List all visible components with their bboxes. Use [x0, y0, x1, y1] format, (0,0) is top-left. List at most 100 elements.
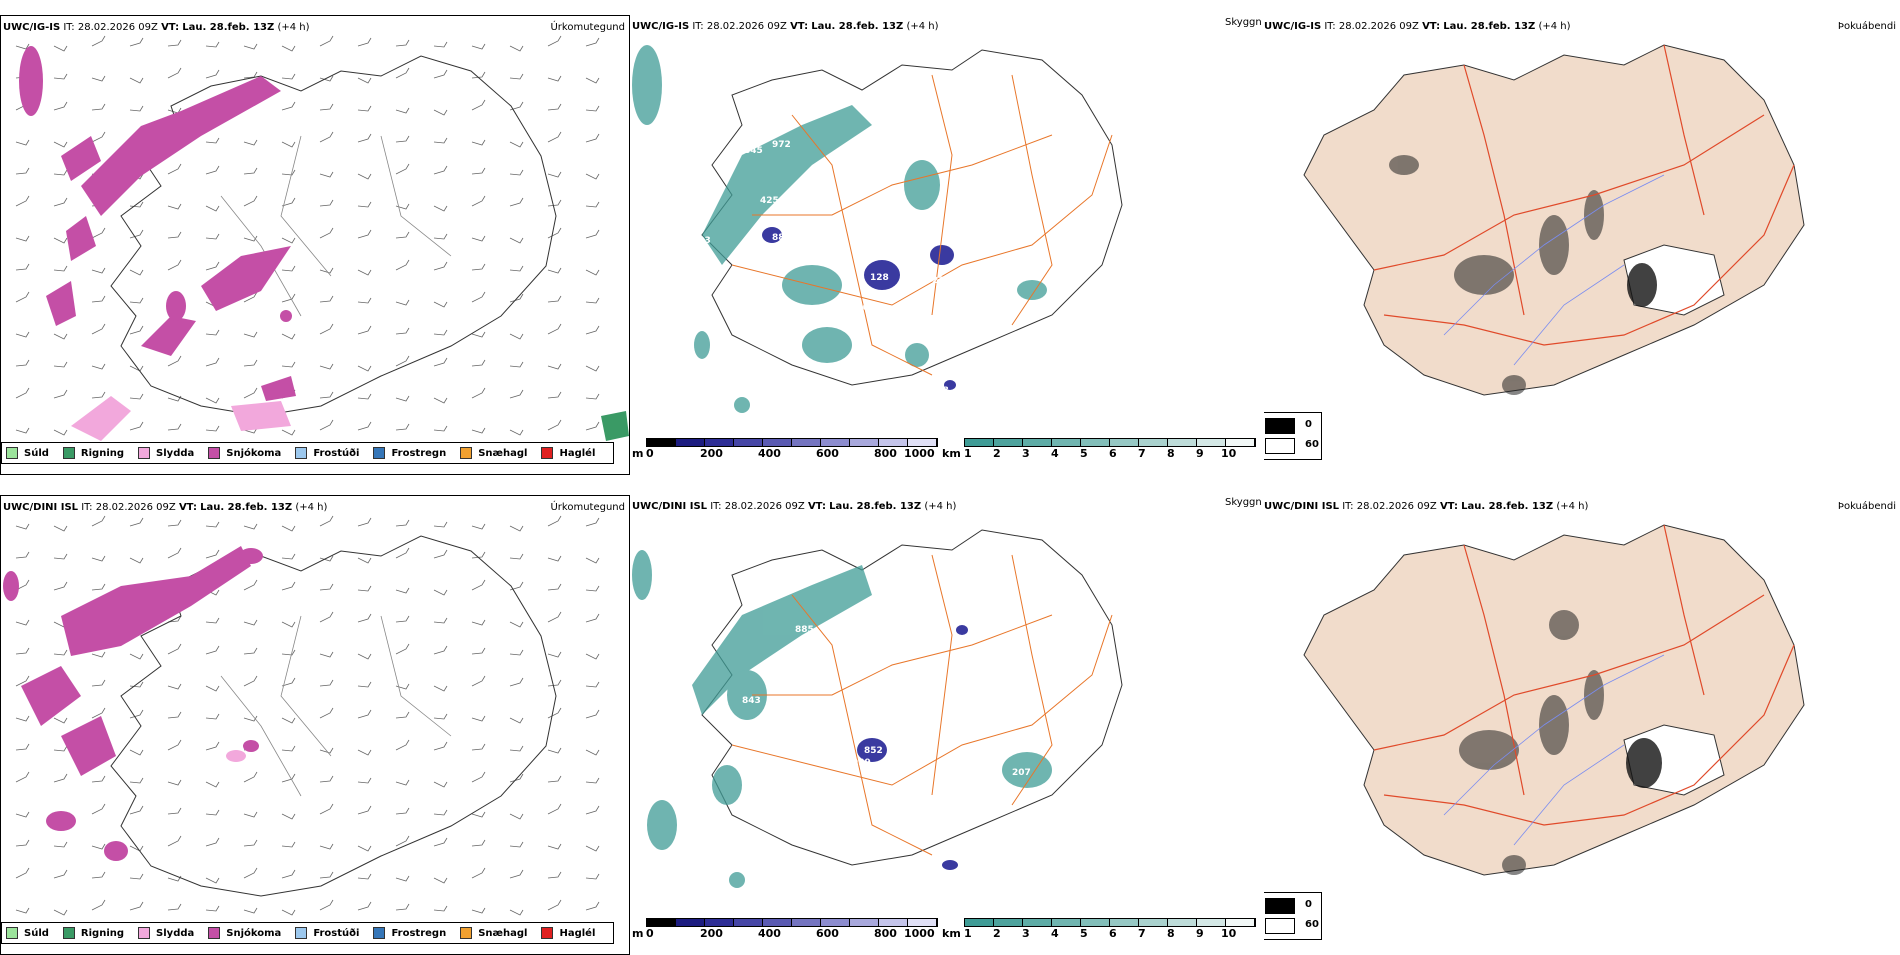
blue-low-cloud — [762, 227, 956, 390]
fog-scale-box: 0 60 — [1264, 892, 1322, 940]
cloud-base-colorbar: m 0 200 400 600 800 1000 — [632, 918, 942, 948]
panel-title: Þokuábendi — [1837, 501, 1896, 512]
teal-cloud — [632, 550, 1052, 888]
legend-swatch — [373, 447, 386, 459]
snow-areas — [3, 546, 263, 861]
visibility-colorbar: km 1 2 3 4 5 6 7 8 9 10 — [942, 918, 1256, 948]
cloud-panel-top: 972 650 845 425 513 883 829 285 217 128 … — [632, 15, 1262, 475]
svg-text:972: 972 — [772, 140, 791, 150]
legend-swatch — [6, 447, 18, 459]
svg-text:926: 926 — [780, 348, 799, 358]
legend-item: Haglél — [541, 927, 595, 939]
svg-text:546: 546 — [850, 303, 869, 313]
precip-legend: Súld Rigning Slydda Snjókoma Frostúði Fr… — [1, 922, 615, 944]
legend-item: Frostregn — [373, 447, 446, 459]
cloud-base-labels: 885 895 843 207 852 939 — [742, 625, 1031, 778]
fog-roads — [1373, 44, 1795, 346]
visibility-colorbar: km 1 2 3 4 5 6 7 8 9 10 — [942, 438, 1256, 468]
legend-swatch — [62, 447, 75, 459]
panel-header: UWC/IG-IS IT: 28.02.2026 09Z VT: Lau. 28… — [1264, 21, 1571, 32]
legend-swatch — [541, 927, 554, 939]
teal-cloud — [632, 45, 1047, 413]
svg-text:939: 939 — [852, 758, 871, 768]
legend-swatch — [295, 927, 308, 939]
fog-shading — [1389, 155, 1604, 395]
svg-text:285: 285 — [900, 260, 919, 270]
legend-item: Rigning — [62, 927, 124, 939]
legend-swatch — [295, 447, 308, 459]
legend-swatch — [208, 447, 221, 459]
legend-swatch — [208, 927, 221, 939]
fog-panel-top: UWC/IG-IS IT: 28.02.2026 09Z VT: Lau. 28… — [1264, 15, 1900, 475]
panel-title: Úrkomutegund — [550, 502, 625, 513]
fog-map-bottom — [1303, 524, 1805, 876]
cloud-panel-bottom: 885 895 843 207 852 939 UWC/DINI ISL IT:… — [632, 495, 1262, 955]
panel-title: Skyggni — [1225, 497, 1262, 508]
svg-text:425: 425 — [760, 196, 779, 206]
rivers — [1443, 174, 1665, 366]
fog-shading — [1459, 610, 1604, 875]
panel-title: Skyggni — [1225, 17, 1262, 28]
svg-text:513: 513 — [692, 236, 711, 246]
precip-legend: Súld Rigning Slydda Snjókoma Frostúði Fr… — [1, 442, 615, 464]
fog-swatch-dark — [1265, 898, 1295, 914]
rivers — [1443, 654, 1665, 846]
fog-roads — [1373, 524, 1795, 826]
panel-header: UWC/DINI ISL IT: 28.02.2026 09Z VT: Lau.… — [632, 501, 957, 512]
iceland-outline — [110, 55, 557, 417]
legend-item: Frostregn — [373, 927, 446, 939]
legend-item: Súld — [6, 927, 49, 939]
fog-scale-box: 0 60 — [1264, 412, 1322, 460]
legend-swatch — [138, 447, 151, 459]
legend-item: Snæhagl — [460, 447, 527, 459]
snow-areas — [19, 46, 296, 401]
svg-text:774: 774 — [914, 386, 933, 396]
fog-swatch-light — [1265, 438, 1295, 454]
fog-map-top — [1303, 44, 1805, 396]
legend-item: Slydda — [138, 447, 194, 459]
legend-item: Snæhagl — [460, 927, 527, 939]
legend-item: Frostúði — [295, 927, 359, 939]
svg-text:883: 883 — [772, 233, 791, 243]
panel-header: UWC/DINI ISL IT: 28.02.2026 09Z VT: Lau.… — [3, 502, 328, 513]
legend-item: Snjókoma — [208, 447, 281, 459]
legend-item: Rigning — [62, 447, 124, 459]
legend-swatch — [138, 927, 151, 939]
svg-text:852: 852 — [864, 746, 883, 756]
fog-panel-bottom: UWC/DINI ISL IT: 28.02.2026 09Z VT: Lau.… — [1264, 495, 1900, 955]
legend-swatch — [6, 927, 18, 939]
svg-text:217: 217 — [932, 276, 951, 286]
legend-swatch — [373, 927, 386, 939]
legend-item: Haglél — [541, 447, 595, 459]
svg-text:210: 210 — [802, 310, 821, 320]
legend-item: Snjókoma — [208, 927, 281, 939]
svg-text:885: 885 — [795, 625, 814, 635]
cloud-map-top: 972 650 845 425 513 883 829 285 217 128 … — [632, 45, 1123, 413]
cloud-base-colorbar: m 0 200 400 600 800 1000 — [632, 438, 942, 468]
fog-swatch-light — [1265, 918, 1295, 934]
svg-text:895: 895 — [804, 660, 823, 670]
precip-map-top — [15, 35, 629, 441]
svg-text:207: 207 — [1012, 768, 1031, 778]
blue-low-cloud — [857, 625, 968, 870]
panel-title: Úrkomutegund — [550, 22, 625, 33]
svg-text:128: 128 — [870, 273, 889, 283]
cloud-base-labels: 972 650 845 425 513 883 829 285 217 128 … — [692, 140, 951, 396]
svg-text:212: 212 — [747, 278, 766, 288]
svg-text:843: 843 — [742, 696, 761, 706]
svg-text:829: 829 — [822, 226, 841, 236]
svg-text:845: 845 — [744, 146, 763, 156]
panel-header: UWC/IG-IS IT: 28.02.2026 09Z VT: Lau. 28… — [632, 21, 939, 32]
panel-header: UWC/IG-IS IT: 28.02.2026 09Z VT: Lau. 28… — [3, 22, 310, 33]
precip-type-panel-bottom: UWC/DINI ISL IT: 28.02.2026 09Z VT: Lau.… — [0, 495, 630, 955]
legend-item: Frostúði — [295, 447, 359, 459]
legend-item: Súld — [6, 447, 49, 459]
precip-map-bottom — [3, 515, 600, 916]
roads — [731, 74, 1113, 376]
roads — [731, 554, 1113, 856]
legend-swatch — [460, 447, 473, 459]
legend-swatch — [460, 927, 473, 939]
panel-title: Þokuábendi — [1837, 21, 1896, 32]
cloud-map-bottom: 885 895 843 207 852 939 — [632, 529, 1123, 888]
legend-item: Slydda — [138, 927, 194, 939]
